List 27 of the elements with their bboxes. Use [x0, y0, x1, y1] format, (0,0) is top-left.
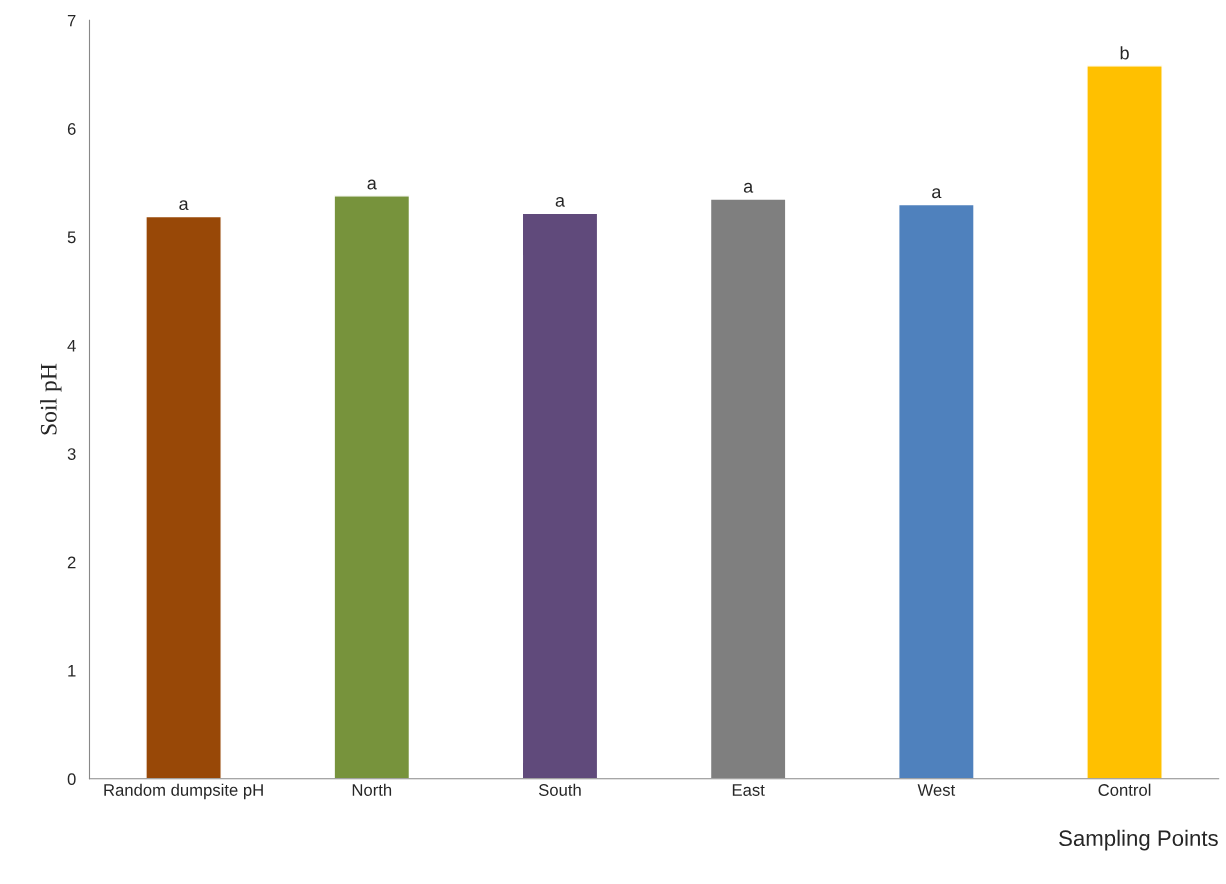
annotation: a: [179, 200, 189, 211]
y-tick-label: 2: [67, 556, 76, 569]
annotation: a: [367, 179, 377, 190]
bar: [1086, 65, 1163, 779]
bar: [521, 212, 599, 779]
y-tick-label: 3: [67, 448, 76, 460]
annotation: a: [555, 196, 565, 207]
x-tick-label: South: [538, 783, 581, 796]
y-tick-label: 5: [67, 231, 76, 244]
bar: [333, 195, 411, 779]
x-tick-label: North: [352, 783, 392, 796]
x-tick-label: Random dumpsite pH: [104, 783, 263, 800]
y-tick-label: 1: [68, 665, 76, 677]
bar: [898, 203, 975, 779]
x-axis-title: Sampling Points: [1059, 829, 1218, 851]
bar: [145, 215, 222, 779]
y-axis-title: Soil pH: [40, 363, 62, 435]
y-tick-label: 0: [67, 773, 76, 786]
y-tick-label: 4: [67, 339, 76, 352]
annotation: a: [932, 188, 942, 199]
y-tick-label: 7: [67, 14, 76, 27]
x-tick-label: East: [732, 784, 765, 796]
x-tick-label: Control: [1098, 783, 1151, 796]
x-tick-label: West: [917, 784, 956, 796]
annotation: b: [1120, 46, 1129, 60]
y-tick-label: 6: [67, 123, 76, 135]
annotation: a: [743, 182, 754, 193]
